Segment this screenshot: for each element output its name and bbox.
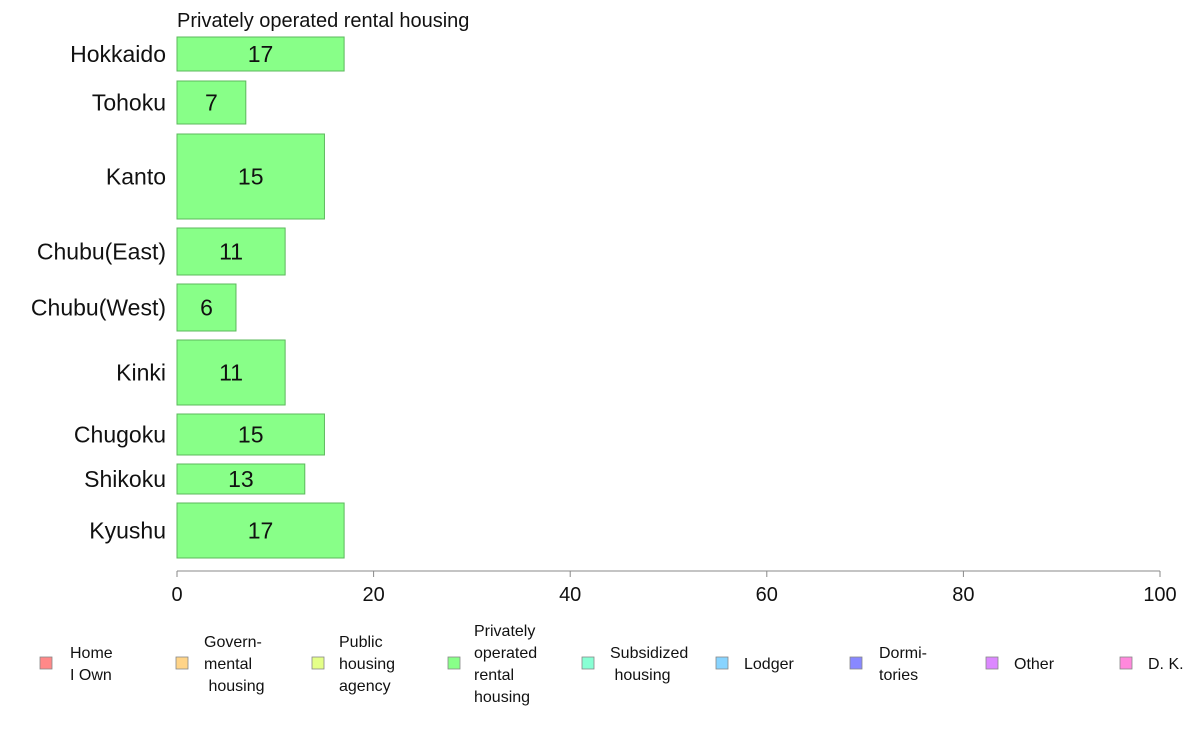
legend-label-line: housing [610, 667, 671, 684]
legend-label-line: rental [474, 667, 514, 684]
legend-label-dormi-tories: Dormi-tories [879, 645, 927, 684]
category-label-kyushu: Kyushu [89, 518, 166, 544]
category-label-kinki: Kinki [116, 360, 166, 386]
legend-label-govern-mental-housing: Govern-mental housing [204, 634, 265, 695]
legend-label-line: agency [339, 678, 391, 695]
x-tick-label-40: 40 [559, 584, 581, 606]
legend-swatch-public-housing-agency [311, 656, 325, 670]
legend: Home I Own Govern-mental housing Public hous… [39, 623, 1184, 706]
bar-kyushu [176, 502, 345, 559]
legend-label-line: operated [474, 645, 537, 662]
bar-chubu-west [176, 283, 237, 332]
legend-label-home-i-own: Home I Own [70, 645, 113, 684]
value-label-tohoku: 7 [205, 90, 218, 116]
category-label-shikoku: Shikoku [84, 466, 166, 492]
legend-swatch-other [985, 656, 999, 670]
legend-label-line: housing [474, 689, 530, 706]
legend-swatch-lodger [715, 656, 729, 670]
legend-label-subsidized-housing: Subsidized housing [610, 645, 688, 684]
x-axis: 0 20 40 60 80 100 [171, 570, 1177, 606]
bar-kinki [176, 339, 286, 406]
value-label-hokkaido: 17 [248, 41, 274, 67]
category-label-chubu-west: Chubu(West) [31, 295, 166, 321]
legend-swatch-subsidized-housing [581, 656, 595, 670]
value-label-kanto: 15 [238, 164, 264, 190]
legend-label-privately-operated-rental-housing: Privately operated rental housing [474, 623, 537, 706]
bars-layer: Hokkaido 17 Tohoku 7 Kanto 15 Chubu(East) 11 Chu… [31, 36, 345, 559]
legend-label-line: Public [339, 634, 383, 651]
legend-label-line: D. K. [1148, 656, 1184, 673]
legend-label-line: tories [879, 667, 918, 684]
value-label-kinki: 11 [219, 360, 243, 386]
legend-swatch-privately-operated-rental-housing [447, 656, 461, 670]
legend-label-lodger: Lodger [744, 656, 794, 673]
legend-label-line: Privately [474, 623, 535, 640]
bar-hokkaido [176, 36, 345, 72]
legend-label-line: housing [339, 656, 395, 673]
category-label-hokkaido: Hokkaido [70, 41, 166, 67]
value-label-kyushu: 17 [248, 518, 274, 544]
legend-label-line: mental [204, 656, 252, 673]
value-label-chubu-west: 6 [200, 295, 213, 321]
legend-label-line: Lodger [744, 656, 794, 673]
legend-label-line: Subsidized [610, 645, 688, 662]
legend-label-line: Govern- [204, 634, 262, 651]
legend-label-d-k: D. K. [1148, 656, 1184, 673]
category-label-tohoku: Tohoku [92, 90, 166, 116]
category-label-chugoku: Chugoku [74, 422, 166, 448]
x-tick-label-100: 100 [1143, 584, 1176, 606]
bar-chugoku [176, 413, 325, 456]
x-tick-label-20: 20 [362, 584, 384, 606]
category-label-kanto: Kanto [106, 164, 166, 190]
legend-label-line: Dormi- [879, 645, 927, 662]
legend-swatch-govern-mental-housing [175, 656, 189, 670]
bar-tohoku [176, 80, 247, 125]
legend-label-line: Home [70, 645, 113, 662]
bar-chubu-east [176, 227, 286, 276]
value-label-shikoku: 13 [228, 466, 254, 492]
bar-kanto [176, 133, 325, 220]
legend-swatch-home-i-own [39, 656, 53, 670]
legend-label-line: I Own [70, 667, 112, 684]
category-label-chubu-east: Chubu(East) [37, 239, 166, 265]
value-label-chugoku: 15 [238, 422, 264, 448]
chart-title: Privately operated rental housing [177, 10, 469, 32]
x-tick-label-0: 0 [171, 584, 182, 606]
x-tick-label-60: 60 [756, 584, 778, 606]
legend-label-line: housing [204, 678, 265, 695]
value-label-chubu-east: 11 [219, 239, 243, 265]
bar-shikoku [176, 463, 306, 495]
x-tick-label-80: 80 [952, 584, 974, 606]
legend-swatch-dormi-tories [849, 656, 863, 670]
legend-swatch-d-k [1119, 656, 1133, 670]
legend-label-line: Other [1014, 656, 1055, 673]
legend-label-other: Other [1014, 656, 1055, 673]
legend-label-public-housing-agency: Public housing agency [339, 634, 395, 695]
